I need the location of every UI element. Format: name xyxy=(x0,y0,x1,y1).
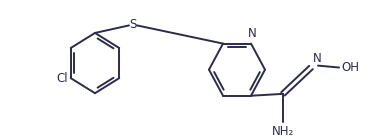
Text: OH: OH xyxy=(341,61,359,74)
Text: NH₂: NH₂ xyxy=(272,125,294,138)
Text: Cl: Cl xyxy=(56,72,68,85)
Text: N: N xyxy=(313,52,322,65)
Text: N: N xyxy=(248,27,256,40)
Text: S: S xyxy=(129,18,137,31)
